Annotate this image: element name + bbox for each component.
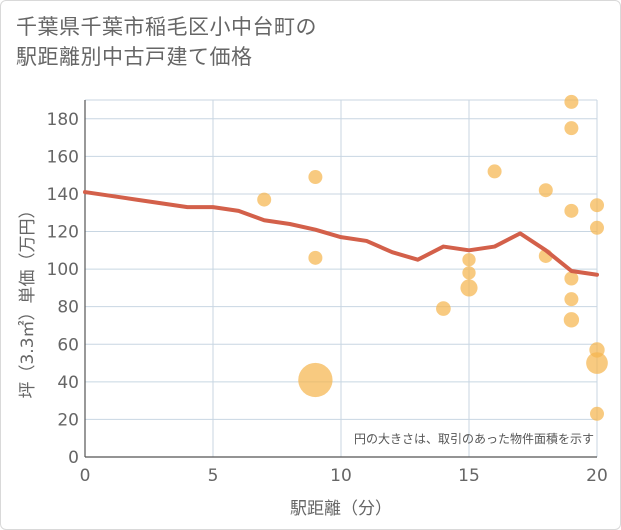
bubble-point (564, 94, 579, 109)
bubble-size-note: 円の大きさは、取引のあった物件面積を示す (354, 431, 594, 446)
y-tick-label: 80 (57, 298, 79, 318)
average-line-group (83, 190, 599, 277)
bubble-point (308, 250, 323, 265)
y-tick-label: 120 (47, 223, 79, 243)
x-tick-label: 20 (586, 466, 608, 486)
bubble-point (257, 192, 272, 207)
bubble-point (462, 266, 476, 280)
x-tick-label: 10 (330, 466, 352, 486)
x-tick-label: 15 (458, 466, 480, 486)
y-tick-label: 140 (47, 185, 79, 205)
bubble-point (298, 362, 333, 398)
bubble-point (538, 183, 553, 198)
y-tick-label: 40 (57, 373, 79, 393)
bubble-point (460, 279, 478, 297)
y-tick-label: 0 (68, 448, 79, 468)
bubble-point (563, 312, 580, 328)
average-price-line (83, 190, 599, 277)
x-tick-labels: 0 5 10 15 20 (80, 466, 608, 486)
bubble-point (564, 271, 579, 286)
y-axis-title: 坪（3.3㎡）単価（万円） (18, 201, 38, 398)
y-tick-label: 100 (47, 260, 79, 280)
chart-title-line1: 千葉県千葉市稲毛区小中台町の (16, 15, 317, 39)
bubble-point (487, 164, 502, 179)
x-axis-title: 駅距離（分） (290, 499, 392, 519)
grid-lines (84, 99, 598, 458)
bubble-point (564, 292, 579, 307)
x-tick-label: 5 (208, 466, 219, 486)
chart-title: 千葉県千葉市稲毛区小中台町の 駅距離別中古戸建て価格 (16, 12, 317, 72)
bubble-point (586, 352, 608, 374)
y-tick-label: 180 (47, 110, 79, 130)
bubble-point (590, 198, 604, 213)
bubble-point (590, 406, 604, 421)
y-tick-labels: 0 20 40 60 80 100 120 140 160 180 (47, 110, 79, 468)
y-tick-label: 20 (57, 410, 79, 430)
bubble-point (308, 170, 323, 185)
bubble-point (462, 253, 476, 267)
x-tick-label: 0 (80, 466, 91, 486)
y-tick-label: 160 (47, 147, 79, 167)
y-tick-label: 60 (57, 335, 79, 355)
bubble-point (436, 301, 451, 316)
chart-title-line2: 駅距離別中古戸建て価格 (16, 45, 253, 69)
bubble-point (590, 220, 604, 235)
bubble-point (564, 203, 579, 218)
bubble-point (564, 121, 579, 136)
